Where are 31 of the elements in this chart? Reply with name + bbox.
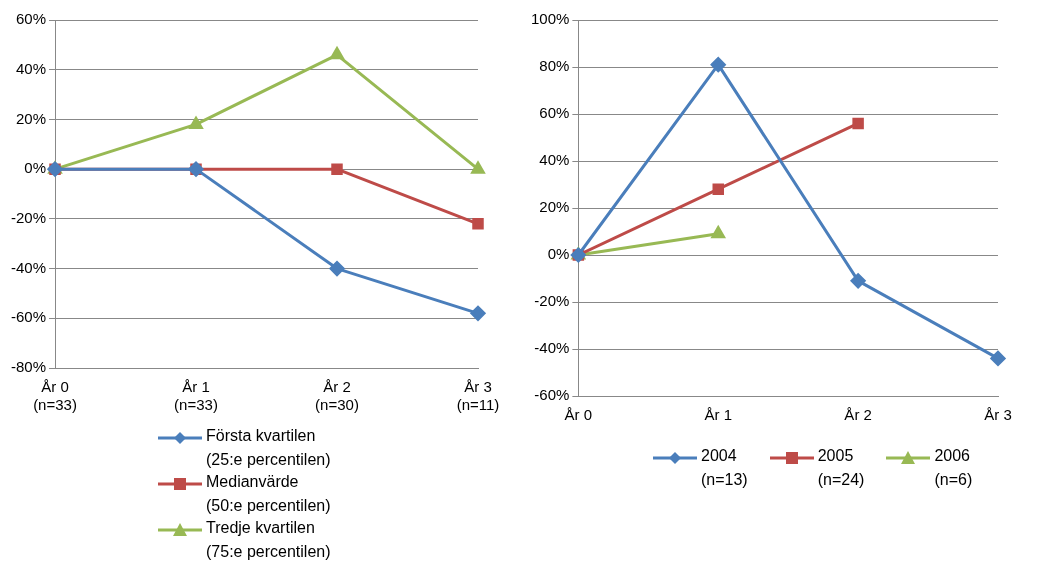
y-tick-label: -40% <box>10 258 47 276</box>
y-tick-label: 0% <box>547 245 570 263</box>
y-tick-label: -20% <box>534 292 570 310</box>
legend-label: 2004 (n=13) <box>701 446 748 490</box>
legend-label: 2005 (n=24) <box>817 446 865 490</box>
y-tick-label: 40% <box>15 59 47 77</box>
x-tick-label: År 0 (n=33) <box>33 378 77 414</box>
y-tick-label: 20% <box>539 198 570 216</box>
y-tick-label: -80% <box>10 358 47 376</box>
x-tick-label: År 0 <box>564 406 593 424</box>
x-tick-label: År 1 (n=33) <box>174 378 218 414</box>
legend-label: Tredje kvartilen (75:e percentilen) <box>206 518 331 562</box>
y-tick-label: 20% <box>15 109 47 127</box>
x-tick-label: År 2 <box>844 406 872 424</box>
y-tick-label: -40% <box>534 339 570 357</box>
y-tick-label: -60% <box>534 386 570 404</box>
legend-label: 2006 (n=6) <box>934 446 973 490</box>
y-tick-label: 60% <box>539 104 570 122</box>
y-tick-label: 100% <box>530 10 570 28</box>
legend-label: Första kvartilen (25:e percentilen) <box>206 426 331 470</box>
y-tick-label: 0% <box>24 159 47 177</box>
y-tick-label: 40% <box>539 151 570 169</box>
x-tick-label: År 1 <box>704 406 732 424</box>
x-tick-label: År 3 (n=11) <box>456 378 500 414</box>
legend-label: Medianvärde (50:e percentilen) <box>206 472 331 516</box>
y-tick-label: -60% <box>10 308 47 326</box>
y-tick-label: 80% <box>539 57 570 75</box>
y-tick-label: 60% <box>15 10 47 28</box>
x-tick-label: År 3 <box>984 406 1012 424</box>
y-tick-label: -20% <box>10 209 47 226</box>
x-tick-label: År 2 (n=30) <box>315 378 359 414</box>
